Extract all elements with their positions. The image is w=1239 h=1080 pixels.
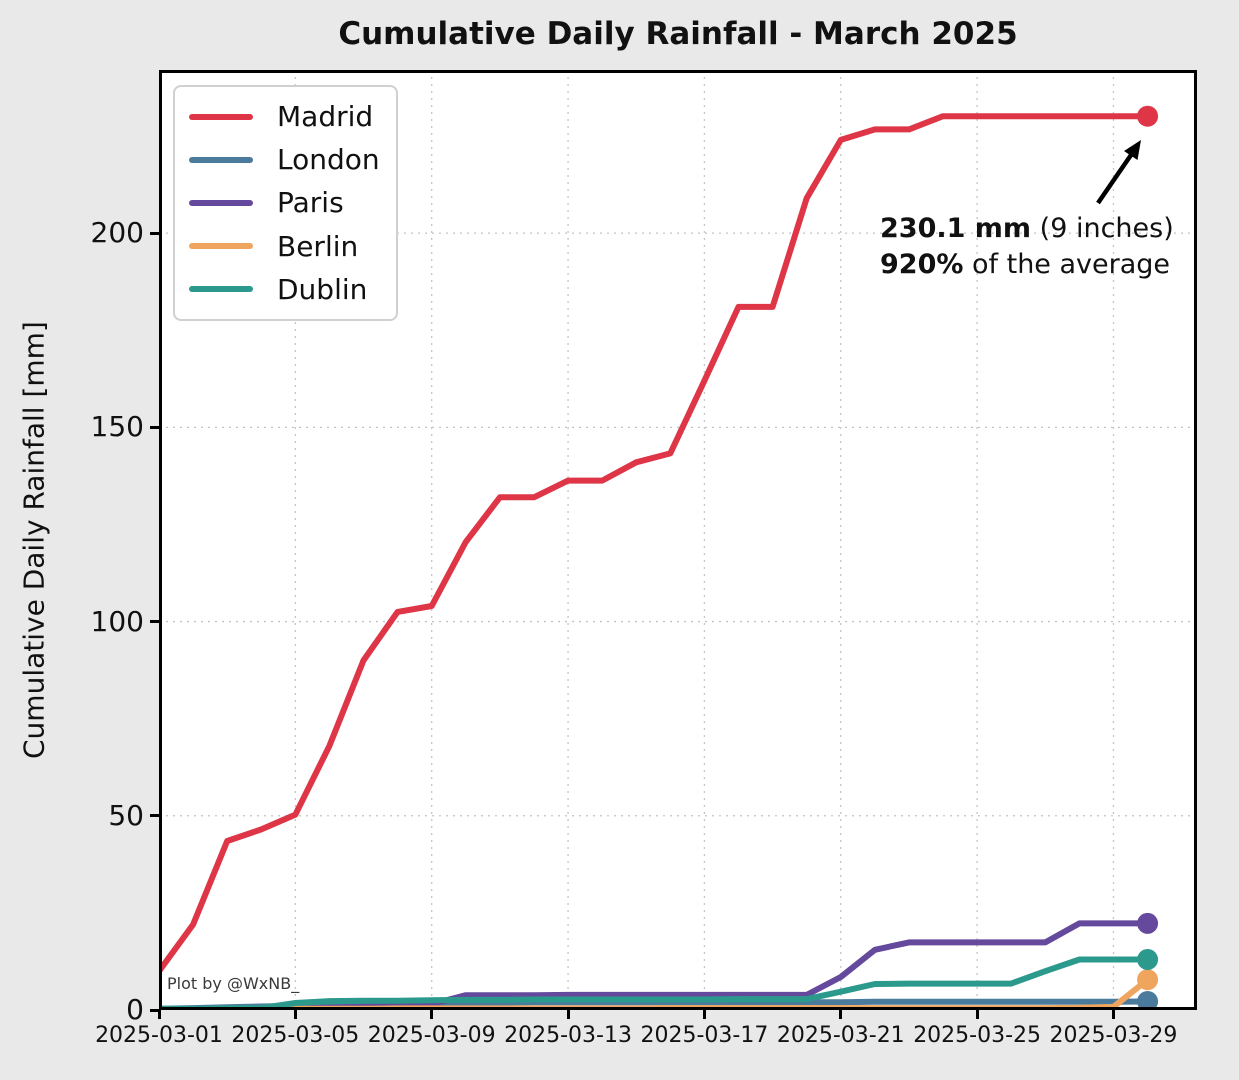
legend-swatch-london [189,156,253,163]
x-tick-mark [293,1010,297,1019]
legend-swatch-dublin [189,286,253,293]
legend-label-berlin: Berlin [277,229,359,263]
x-tick-mark [157,1010,161,1019]
x-tick-label: 2025-03-05 [231,1023,360,1048]
x-tick-label: 2025-03-01 [95,1023,223,1048]
y-tick-mark [150,620,159,624]
annotation-line-1: 230.1 mm (9 inches) [880,213,1174,244]
legend-label-madrid: Madrid [277,100,374,134]
x-tick-label: 2025-03-29 [1049,1023,1178,1048]
legend-item-madrid: Madrid [175,100,396,133]
legend-label-london: London [277,143,380,177]
x-tick-label: 2025-03-17 [640,1023,769,1048]
legend-swatch-berlin [189,243,253,250]
x-tick-mark [975,1010,979,1019]
series-line-madrid [159,113,1151,975]
legend-label-dublin: Dublin [277,272,368,306]
y-tick-label: 100 [90,604,144,638]
end-marker-dublin [1137,949,1159,971]
x-tick-label: 2025-03-13 [504,1023,632,1048]
x-tick-mark [839,1010,843,1019]
x-tick-label: 2025-03-21 [776,1023,905,1048]
y-tick-mark [150,231,159,235]
end-marker-madrid [1137,105,1159,127]
annotation: 230.1 mm (9 inches) 920% of the average [880,211,1174,283]
x-tick-label: 2025-03-25 [913,1023,1042,1048]
end-marker-london [1137,990,1159,1010]
legend: Madrid London Paris Berlin Dublin [173,85,398,321]
legend-item-london: London [175,143,396,176]
chart-title: Cumulative Daily Rainfall - March 2025 [338,16,1018,52]
series-line-dublin [159,956,1151,1010]
legend-label-paris: Paris [277,186,344,220]
x-tick-mark [1111,1010,1115,1019]
legend-swatch-paris [189,199,253,206]
annotation-line-2: 920% of the average [880,249,1171,280]
y-tick-label: 50 [108,798,144,832]
x-tick-mark [566,1010,570,1019]
y-tick-label: 200 [90,216,144,250]
end-marker-paris [1137,912,1159,934]
credit-text: Plot by @WxNB_ [167,974,300,993]
y-tick-mark [150,425,159,429]
y-tick-mark [150,814,159,818]
legend-swatch-madrid [189,113,253,120]
axes-frame [159,70,1197,1010]
y-tick-label: 150 [90,410,144,444]
legend-item-berlin: Berlin [175,230,396,263]
x-tick-label: 2025-03-09 [367,1023,496,1048]
x-tick-mark [430,1010,434,1019]
y-tick-mark [150,1008,159,1012]
y-axis-label: Cumulative Daily Rainfall [mm] [17,321,51,759]
legend-item-paris: Paris [175,186,396,219]
legend-item-dublin: Dublin [175,273,396,306]
x-tick-mark [702,1010,706,1019]
y-tick-label: 0 [126,993,144,1026]
end-marker-berlin [1137,969,1159,991]
